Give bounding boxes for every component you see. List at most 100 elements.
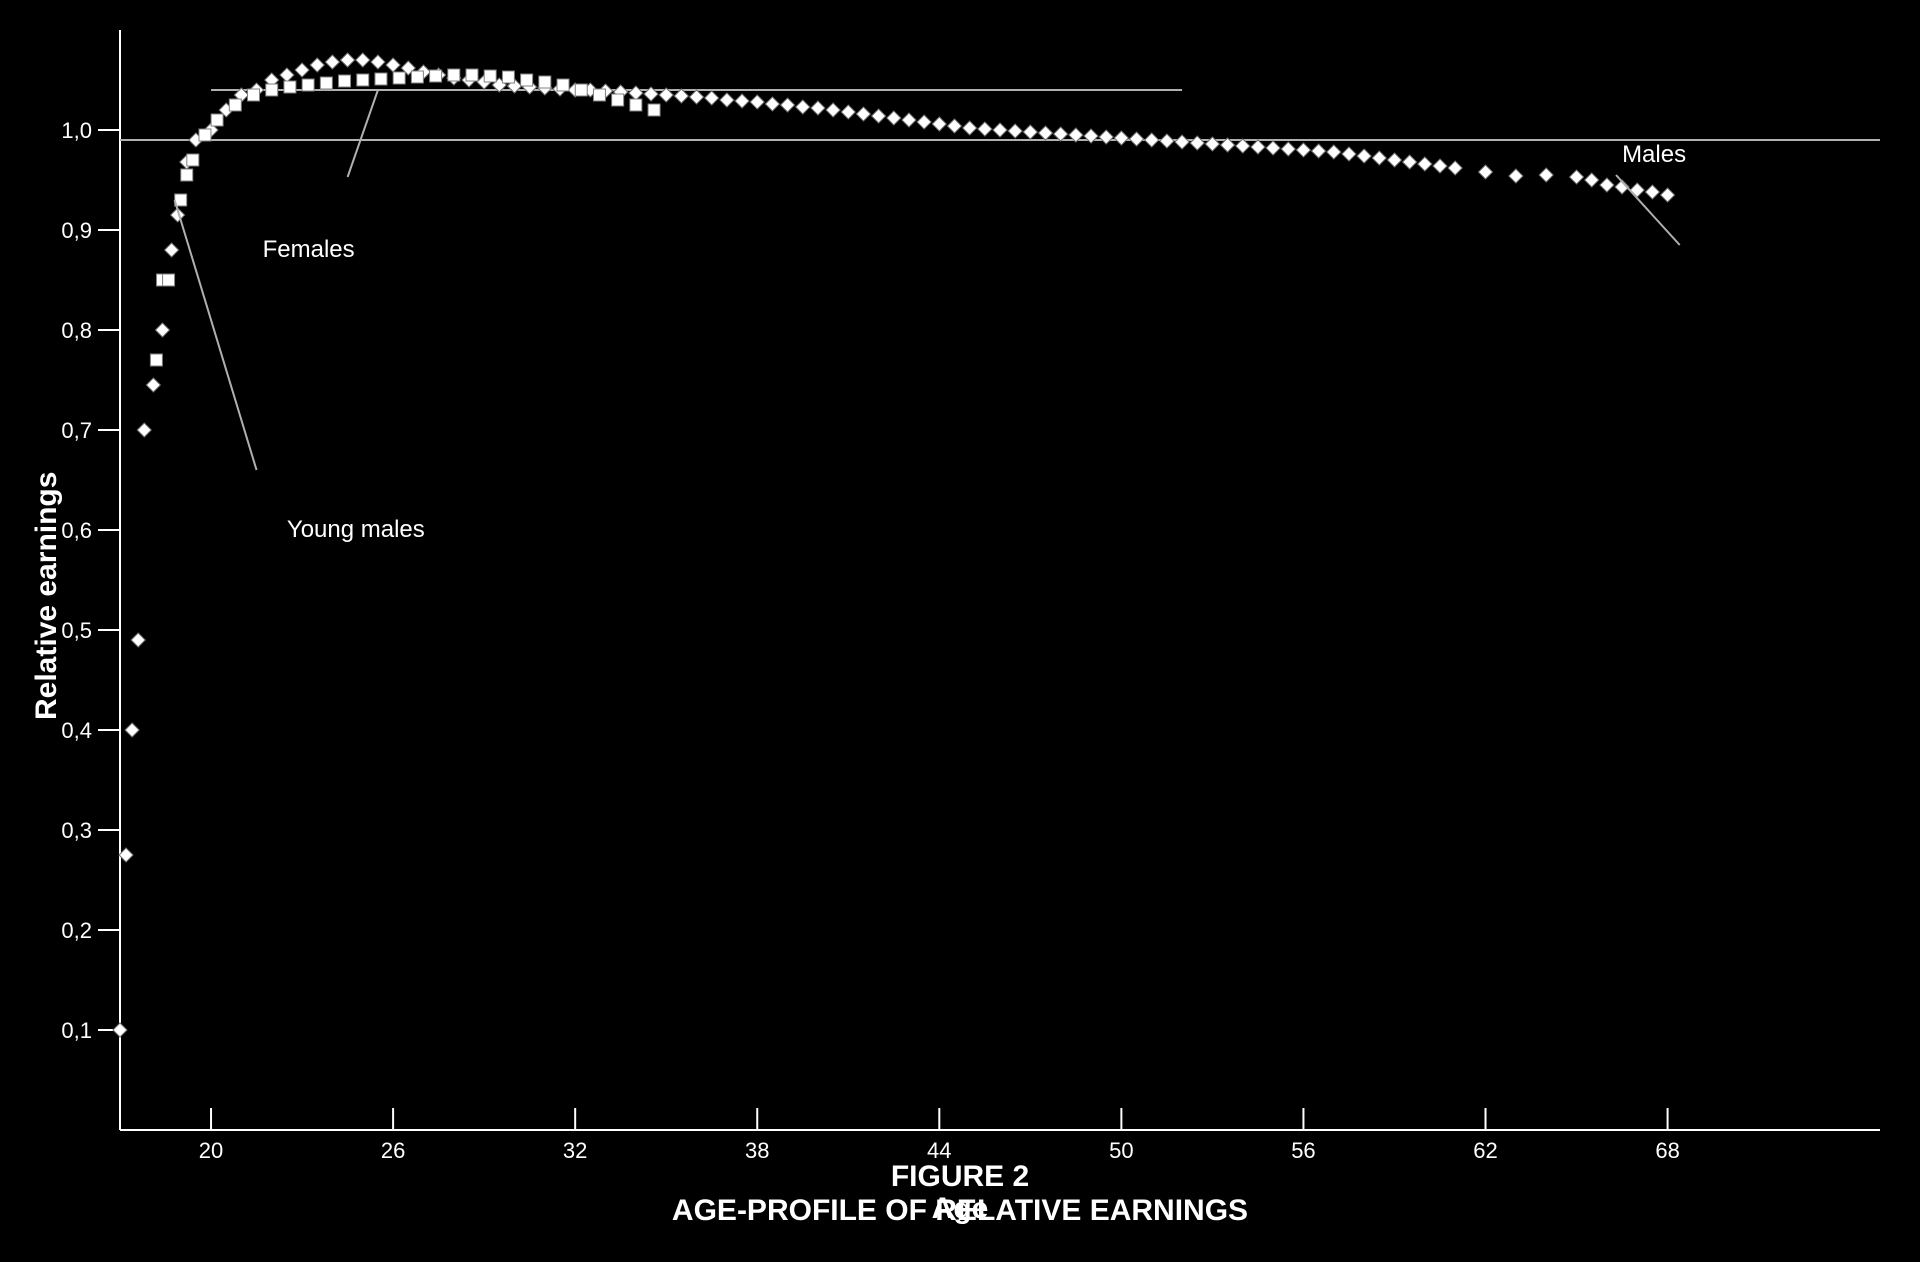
females-marker [630,99,642,111]
males-marker [735,94,749,108]
chart-svg [0,0,1920,1262]
females-marker [575,84,587,96]
males-marker [947,119,961,133]
x-tick-label: 62 [1446,1138,1526,1164]
males-marker [902,113,916,127]
young-males-label: Young males [287,516,425,544]
males-marker [125,723,139,737]
females-marker [411,71,423,83]
males-marker [155,323,169,337]
males-marker [720,93,734,107]
females-marker [211,114,223,126]
females-marker [448,69,460,81]
males-marker [1145,133,1159,147]
y-tick-label: 0,3 [12,818,92,844]
females-marker [484,70,496,82]
males-marker [811,101,825,115]
females-label: Females [263,236,355,264]
males-marker [841,105,855,119]
females-marker [248,89,260,101]
males-marker [1448,161,1462,175]
males-marker [1190,136,1204,150]
males-marker [978,122,992,136]
males-marker [1023,125,1037,139]
x-tick-label: 38 [717,1138,797,1164]
males-marker [356,53,370,67]
males-marker [1312,144,1326,158]
males-marker [674,89,688,103]
females-marker [229,99,241,111]
males-marker [1585,173,1599,187]
y-tick-label: 0,7 [12,418,92,444]
females-marker [593,89,605,101]
males-marker [1266,141,1280,155]
females-marker [648,104,660,116]
females-marker [302,79,314,91]
males-marker [826,103,840,117]
y-tick-label: 0,9 [12,218,92,244]
males-marker [1509,169,1523,183]
males-marker [1160,134,1174,148]
males-marker [1236,139,1250,153]
females-marker [266,84,278,96]
males-marker [705,91,719,105]
males-marker [1433,159,1447,173]
females-marker [150,354,162,366]
females-marker [521,74,533,86]
males-marker [1570,170,1584,184]
females-marker [199,129,211,141]
males-marker [917,115,931,129]
males-marker [119,848,133,862]
females-marker [284,81,296,93]
males-marker [796,100,810,114]
males-marker [1099,130,1113,144]
females-marker [187,154,199,166]
males-marker [872,109,886,123]
x-tick-label: 50 [1081,1138,1161,1164]
x-tick-label: 56 [1263,1138,1343,1164]
males-marker [341,53,355,67]
females-marker [557,79,569,91]
males-marker [165,243,179,257]
x-tick-label: 32 [535,1138,615,1164]
males-marker [1418,157,1432,171]
males-marker [1403,155,1417,169]
males-marker [1251,140,1265,154]
males-marker [1600,178,1614,192]
x-tick-label: 20 [171,1138,251,1164]
males-marker [1630,183,1644,197]
males-marker [932,117,946,131]
y-tick-label: 0,5 [12,618,92,644]
females-marker [466,69,478,81]
males-marker [1008,124,1022,138]
young-males-leader [175,200,257,470]
females-marker [320,77,332,89]
females-marker [339,75,351,87]
males-marker [1054,127,1068,141]
males-marker [1039,126,1053,140]
males-marker [131,633,145,647]
females-marker [502,71,514,83]
males-marker [1175,135,1189,149]
males-marker [295,63,309,77]
females-marker [430,70,442,82]
figure-number: FIGURE 2 [672,1160,1248,1194]
males-marker [993,123,1007,137]
males-marker [629,86,643,100]
males-marker [856,107,870,121]
females-marker [393,72,405,84]
males-marker [1357,149,1371,163]
males-marker [750,95,764,109]
males-marker [146,378,160,392]
males-marker [1114,131,1128,145]
males-marker [1296,143,1310,157]
females-marker [357,74,369,86]
y-tick-label: 0,4 [12,718,92,744]
males-marker [1281,142,1295,156]
males-marker [1372,151,1386,165]
x-tick-label: 26 [353,1138,433,1164]
y-tick-label: 0,6 [12,518,92,544]
males-leader [1616,175,1680,245]
males-marker [310,58,324,72]
x-tick-label: 68 [1628,1138,1708,1164]
